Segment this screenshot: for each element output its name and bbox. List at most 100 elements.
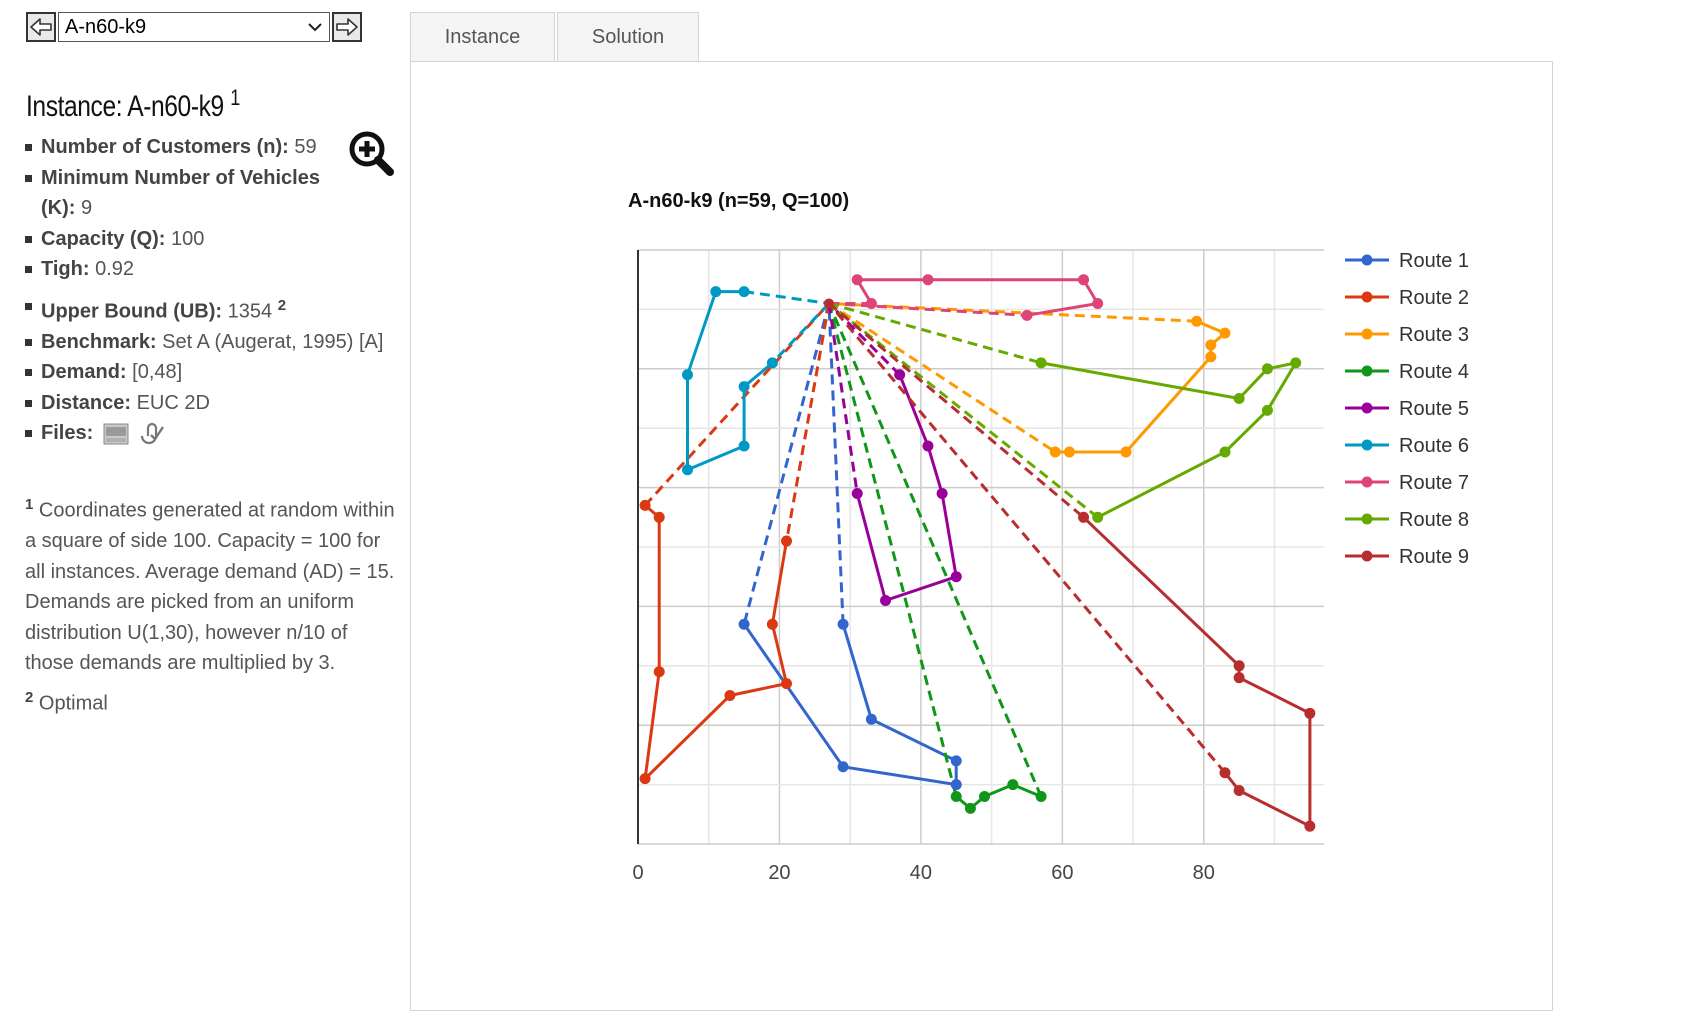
route-3-depot-end bbox=[828, 301, 1197, 323]
route-7-point[interactable] bbox=[1021, 309, 1033, 321]
route-8-point[interactable] bbox=[1290, 357, 1302, 369]
route-3-point[interactable] bbox=[1205, 339, 1217, 351]
route-9-point[interactable] bbox=[1233, 785, 1245, 797]
route-9-point[interactable] bbox=[1233, 660, 1245, 672]
x-tick-label: 40 bbox=[910, 862, 932, 884]
route-4-point[interactable] bbox=[1007, 779, 1019, 791]
route-8-point[interactable] bbox=[1219, 446, 1231, 458]
tab-instance[interactable]: Instance bbox=[410, 12, 555, 62]
route-5-line bbox=[855, 374, 958, 603]
route-5-point[interactable] bbox=[950, 571, 962, 583]
route-9-point[interactable] bbox=[1233, 672, 1245, 684]
footnote-1: 1 Coordinates generated at random within… bbox=[25, 496, 395, 675]
route-points bbox=[639, 274, 1316, 832]
route-6-point[interactable] bbox=[738, 286, 750, 298]
depot-point[interactable] bbox=[823, 298, 834, 309]
route-7-point[interactable] bbox=[1078, 274, 1090, 286]
route-9-point[interactable] bbox=[1219, 767, 1231, 779]
route-1-point[interactable] bbox=[865, 713, 877, 725]
route-5-point[interactable] bbox=[851, 488, 863, 500]
x-axis-ticks: 0 20 40 60 80 bbox=[632, 862, 1214, 884]
route-4-point[interactable] bbox=[950, 790, 962, 802]
route-3-point[interactable] bbox=[1219, 327, 1231, 339]
route-7-point[interactable] bbox=[865, 297, 877, 309]
legend-item-route-6[interactable]: Route 6 bbox=[1399, 435, 1469, 457]
tab-solution[interactable]: Solution bbox=[557, 12, 699, 62]
legend-item-route-3[interactable]: Route 3 bbox=[1399, 324, 1469, 346]
route-1-point[interactable] bbox=[738, 618, 750, 630]
route-8-point[interactable] bbox=[1261, 363, 1273, 375]
route-4-point[interactable] bbox=[979, 790, 991, 802]
vrp-file-icon[interactable] bbox=[103, 423, 129, 445]
instance-select[interactable]: A-n60-k9 bbox=[58, 12, 330, 42]
route-9-point[interactable] bbox=[1078, 511, 1090, 523]
footnote-ref[interactable]: 2 bbox=[277, 296, 287, 314]
route-5-point[interactable] bbox=[922, 440, 934, 452]
zoom-in-icon[interactable] bbox=[348, 130, 394, 176]
route-2-depot-start bbox=[785, 303, 831, 542]
route-5-point[interactable] bbox=[936, 488, 948, 500]
route-5-point[interactable] bbox=[880, 594, 892, 606]
route-2-point[interactable] bbox=[639, 773, 651, 785]
route-2-point[interactable] bbox=[724, 690, 736, 701]
route-8-point[interactable] bbox=[1092, 511, 1104, 523]
legend-item-route-8[interactable]: Route 8 bbox=[1399, 509, 1469, 531]
legend-item-route-9[interactable]: Route 9 bbox=[1399, 546, 1469, 568]
route-3-point[interactable] bbox=[1120, 446, 1132, 458]
route-3-point[interactable] bbox=[1049, 446, 1061, 458]
route-2-point[interactable] bbox=[766, 618, 778, 630]
footnote-ref[interactable]: 1 bbox=[230, 85, 240, 110]
route-7-point[interactable] bbox=[922, 274, 934, 286]
footnotes: 1 Coordinates generated at random within… bbox=[25, 490, 397, 723]
route-6-point[interactable] bbox=[682, 369, 694, 381]
legend-item-route-7[interactable]: Route 7 bbox=[1399, 472, 1469, 494]
route-8-line bbox=[1040, 360, 1299, 519]
legend-marker bbox=[1361, 439, 1373, 451]
route-9-point[interactable] bbox=[1304, 707, 1316, 719]
legend-marker bbox=[1361, 402, 1373, 414]
next-instance-button[interactable] bbox=[332, 12, 362, 42]
route-6-point[interactable] bbox=[766, 357, 778, 369]
route-7-depot-start bbox=[828, 301, 1028, 317]
route-3-point[interactable] bbox=[1063, 446, 1075, 458]
route-4-point[interactable] bbox=[1035, 790, 1047, 802]
x-tick-label: 0 bbox=[632, 862, 643, 884]
route-1-point[interactable] bbox=[837, 761, 849, 773]
route-1-point[interactable] bbox=[837, 618, 849, 630]
route-2-point[interactable] bbox=[653, 511, 665, 523]
prop-upper-bound: Upper Bound (UB): 1354 2 bbox=[24, 291, 394, 327]
route-1-depot-start bbox=[742, 303, 831, 625]
route-6-point[interactable] bbox=[738, 381, 750, 393]
prop-vehicles: Minimum Number of Vehicles (K): 9 bbox=[24, 163, 341, 224]
route-8-point[interactable] bbox=[1035, 357, 1047, 369]
legend-item-route-1[interactable]: Route 1 bbox=[1399, 250, 1469, 272]
route-9-point[interactable] bbox=[1304, 820, 1316, 832]
route-3-point[interactable] bbox=[1205, 351, 1217, 363]
route-1-point[interactable] bbox=[950, 779, 962, 791]
route-2-point[interactable] bbox=[781, 678, 793, 690]
route-7-point[interactable] bbox=[851, 274, 863, 286]
route-1-point[interactable] bbox=[950, 755, 962, 767]
route-2-point[interactable] bbox=[653, 666, 665, 678]
x-tick-label: 60 bbox=[1051, 862, 1073, 884]
route-6-point[interactable] bbox=[710, 286, 722, 298]
prev-instance-button[interactable] bbox=[26, 12, 56, 42]
route-9-line bbox=[1082, 516, 1312, 829]
legend-item-route-4[interactable]: Route 4 bbox=[1399, 361, 1469, 383]
route-6-point[interactable] bbox=[738, 440, 750, 452]
title-prefix: Instance: bbox=[26, 90, 123, 123]
solution-file-icon[interactable] bbox=[138, 422, 165, 446]
route-2-point[interactable] bbox=[781, 535, 793, 547]
route-6-point[interactable] bbox=[682, 464, 694, 476]
route-2-point[interactable] bbox=[639, 499, 651, 511]
route-4-point[interactable] bbox=[964, 802, 976, 814]
prop-capacity: Capacity (Q): 100 bbox=[24, 224, 394, 255]
legend-item-route-5[interactable]: Route 5 bbox=[1399, 398, 1469, 420]
route-3-point[interactable] bbox=[1191, 315, 1203, 327]
legend-marker bbox=[1361, 365, 1373, 377]
route-8-point[interactable] bbox=[1261, 404, 1273, 416]
legend-item-route-2[interactable]: Route 2 bbox=[1399, 287, 1469, 309]
route-7-point[interactable] bbox=[1092, 297, 1104, 309]
route-8-point[interactable] bbox=[1233, 393, 1245, 404]
route-5-point[interactable] bbox=[894, 369, 906, 381]
